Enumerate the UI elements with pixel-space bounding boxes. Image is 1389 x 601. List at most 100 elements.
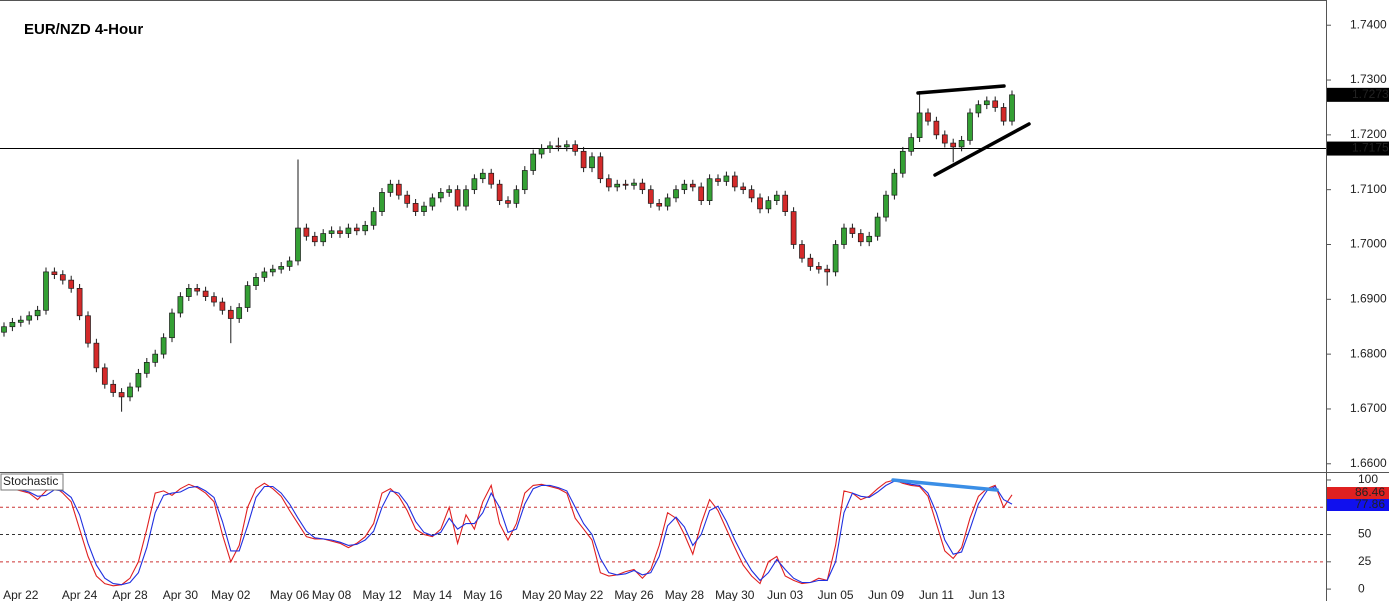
candle-body bbox=[883, 194, 889, 218]
candle-body bbox=[269, 268, 276, 273]
candle-body bbox=[227, 309, 234, 319]
x-tick-label: Apr 24 bbox=[62, 588, 98, 601]
candle-body bbox=[387, 183, 394, 193]
indicator-label-box bbox=[0, 473, 64, 491]
y-tick-label: 0 bbox=[1358, 581, 1365, 595]
candle-body bbox=[597, 156, 604, 180]
candle-body bbox=[51, 271, 58, 275]
y-tick-label: 1.6600 bbox=[1350, 456, 1387, 470]
candle-body bbox=[975, 104, 982, 114]
y-tick-label: 25 bbox=[1358, 554, 1372, 568]
candle-body bbox=[866, 235, 873, 243]
candle-body bbox=[295, 227, 301, 262]
x-tick-label: Jun 13 bbox=[969, 588, 1005, 601]
x-tick-label: May 20 bbox=[522, 588, 562, 601]
candle-body bbox=[715, 178, 721, 182]
candle-body bbox=[572, 144, 579, 152]
x-tick-label: Apr 28 bbox=[112, 588, 148, 601]
candle-body bbox=[110, 383, 117, 393]
candle-body bbox=[757, 197, 763, 210]
candle-body bbox=[563, 144, 570, 148]
candle-body bbox=[85, 315, 91, 344]
y-tick-label: 1.7400 bbox=[1350, 17, 1387, 31]
candle-body bbox=[1000, 107, 1007, 122]
candle-body bbox=[219, 301, 226, 311]
candle-body bbox=[555, 145, 562, 148]
value-label: 77.86 bbox=[1355, 497, 1385, 511]
candle-body bbox=[43, 271, 49, 311]
candle-body bbox=[849, 227, 856, 234]
candle-body bbox=[34, 309, 41, 317]
x-tick-label: Jun 09 bbox=[868, 588, 904, 601]
candle-body bbox=[958, 139, 965, 148]
candle-body bbox=[832, 244, 839, 273]
candle-body bbox=[681, 183, 688, 191]
candle-body bbox=[723, 175, 730, 182]
x-tick-label: Jun 05 bbox=[818, 588, 854, 601]
candle-body bbox=[857, 233, 864, 243]
candle-body bbox=[547, 145, 553, 149]
candle-body bbox=[421, 205, 427, 212]
resistance-trendline bbox=[916, 84, 1006, 95]
candle-body bbox=[446, 189, 453, 193]
candle-body bbox=[9, 321, 16, 328]
candle-body bbox=[320, 233, 327, 243]
candle-body bbox=[353, 227, 360, 232]
candle-body bbox=[169, 312, 175, 339]
y-tick-label: 1.7200 bbox=[1350, 127, 1387, 141]
candle-body bbox=[622, 183, 629, 186]
candle-body bbox=[950, 142, 957, 148]
candle-body bbox=[337, 230, 343, 234]
candle-body bbox=[580, 150, 587, 169]
x-tick-label: May 16 bbox=[463, 588, 503, 601]
candle-body bbox=[68, 279, 75, 289]
y-tick-label: 1.7100 bbox=[1350, 182, 1387, 196]
candle-body bbox=[513, 189, 520, 204]
x-tick-label: May 28 bbox=[665, 588, 705, 601]
candle-body bbox=[706, 178, 713, 201]
candle-body bbox=[488, 172, 495, 185]
candle-body bbox=[933, 120, 940, 136]
candle-body bbox=[740, 186, 747, 191]
candle-body bbox=[925, 112, 931, 122]
x-tick-label: May 06 bbox=[270, 588, 310, 601]
candle-body bbox=[253, 277, 259, 286]
candle-body bbox=[194, 288, 201, 292]
x-tick-label: Jun 03 bbox=[767, 588, 803, 601]
y-tick-label: 100 bbox=[1358, 472, 1378, 486]
candle-body bbox=[496, 183, 503, 201]
x-tick-label: May 02 bbox=[211, 588, 251, 601]
candle-body bbox=[26, 315, 33, 321]
candle-body bbox=[790, 211, 797, 245]
candle-body bbox=[647, 189, 654, 204]
y-tick-label: 50 bbox=[1358, 527, 1372, 541]
candle-body bbox=[589, 156, 595, 169]
candle-body bbox=[782, 194, 789, 212]
candle-body bbox=[244, 285, 251, 308]
level-label-box bbox=[1327, 141, 1389, 156]
candle-body bbox=[824, 268, 831, 273]
candle-body bbox=[127, 386, 133, 398]
candle-body bbox=[160, 337, 167, 355]
last-price-label: 1.7273 bbox=[1352, 87, 1389, 101]
candle-body bbox=[891, 172, 898, 196]
divergence-trendline bbox=[891, 478, 999, 492]
candle-body bbox=[748, 189, 755, 199]
candle-body bbox=[185, 288, 192, 297]
candle-body bbox=[278, 266, 285, 270]
candle-body bbox=[505, 200, 511, 204]
candle-body bbox=[345, 227, 352, 234]
candle-body bbox=[404, 194, 411, 204]
candle-body bbox=[370, 211, 377, 226]
candle-body bbox=[236, 307, 243, 319]
candle-body bbox=[664, 197, 671, 207]
x-tick-label: May 22 bbox=[564, 588, 604, 601]
candle-body bbox=[429, 197, 436, 207]
candle-body bbox=[1009, 94, 1015, 122]
candle-body bbox=[916, 112, 923, 138]
candle-body bbox=[631, 182, 637, 186]
candle-body bbox=[471, 178, 478, 191]
candle-body bbox=[303, 227, 310, 237]
x-tick-label: Apr 30 bbox=[163, 588, 199, 601]
